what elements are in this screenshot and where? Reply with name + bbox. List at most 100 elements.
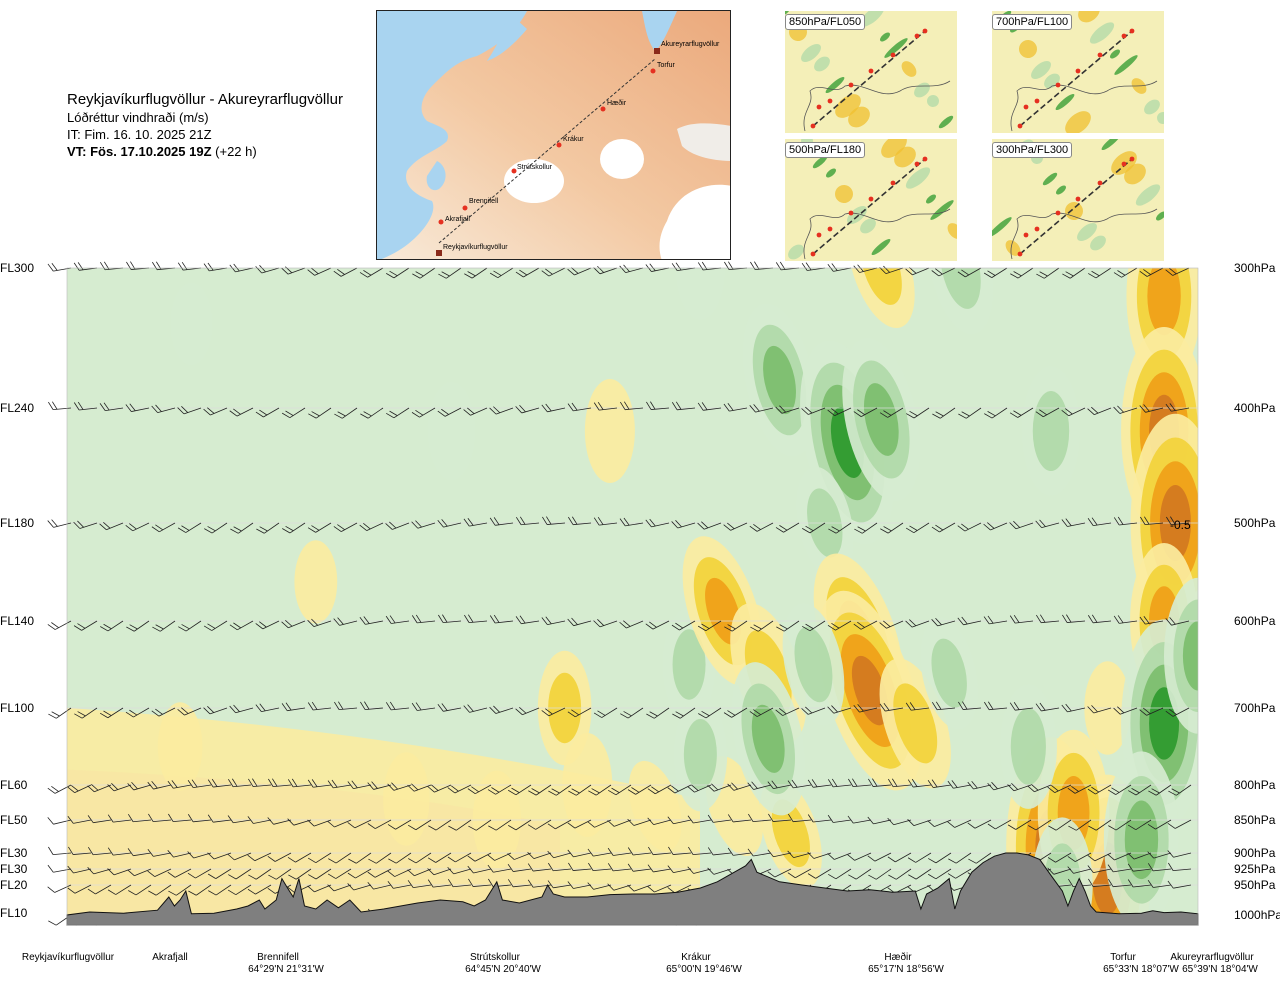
barb-flag [906,413,915,419]
wind-barb [287,778,312,788]
barb-flag [753,523,761,530]
barb-shaft [131,407,150,412]
mini-cell [788,244,804,260]
barb-flag [411,521,419,529]
barb-shaft [703,267,722,271]
barb-flag [909,619,917,627]
barb-flag [971,780,978,789]
route-title: Reykjavíkurflugvöllur - Akureyrarflugvöl… [67,91,343,108]
barb-flag [1067,856,1076,862]
wind-barb [541,707,566,717]
barb-shaft [273,784,292,788]
barb-flag [233,704,240,712]
barb-shaft [783,620,800,632]
wind-barb [227,884,252,896]
field-cell [1149,687,1180,760]
barb-flag [337,524,345,531]
wind-barb [888,868,912,880]
barb-flag [415,271,424,277]
barb-shaft [535,819,552,830]
wind-barb [47,263,72,272]
wind-barb [73,620,98,631]
mini-cell [1135,184,1161,206]
barb-shaft [1093,707,1112,714]
barb-flag [935,617,942,626]
barb-shaft [1067,707,1086,713]
barb-flag [1039,519,1046,527]
wind-barb [412,267,436,279]
wind-barb [255,620,280,630]
mini-station [1055,82,1061,88]
barb-flag [1107,853,1115,861]
barb-flag [73,625,82,631]
barb-flag [727,624,736,630]
wind-barb [507,784,532,796]
barb-flag [1167,822,1176,829]
barb-flag [48,920,57,926]
wind-barb [282,522,306,534]
barb-flag [389,701,396,710]
barb-flag [548,790,557,796]
mini-map-850[interactable]: 850hPa/FL050 [785,11,957,133]
barb-shaft [183,267,202,271]
barb-flag [962,701,968,710]
wind-barb [807,814,832,823]
wind-barb [905,267,930,276]
mini-cell [1110,49,1120,59]
barb-flag [788,813,794,822]
barb-shaft [211,522,228,534]
barb-flag [987,823,996,830]
wind-barb [367,819,392,829]
barb-shaft [833,267,852,272]
wind-barb [847,815,872,824]
wind-barb [827,778,852,788]
wind-barb [767,868,792,878]
wind-barb [1061,703,1086,713]
barb-flag [1170,516,1176,525]
barb-flag [905,268,913,276]
wind-barb [1067,852,1092,862]
barb-shaft [859,707,878,713]
route-line [438,58,656,244]
barb-shaft [253,819,272,824]
barb-shaft [653,868,672,873]
barb-flag [207,526,216,532]
wind-barb [567,819,592,829]
wind-barb [207,778,232,788]
wind-barb [947,819,972,828]
hpa-tick-label: 950hPa [1234,878,1276,892]
mini-map-700[interactable]: 700hPa/FL100 [992,11,1164,133]
barb-flag [527,879,534,888]
barb-shaft [783,522,800,533]
wind-barb [527,819,552,830]
barb-shaft [705,620,722,632]
wind-barb [74,707,98,719]
wind-barb [147,849,172,857]
barb-flag [607,863,614,872]
wind-barb [723,522,748,531]
wind-barb [127,781,152,791]
barb-shaft [1115,819,1132,831]
barb-flag [1108,878,1114,887]
barb-flag [880,528,889,534]
wind-barb [411,520,436,529]
barb-flag [853,265,860,273]
wind-barb [567,617,592,627]
barb-flag [828,873,837,880]
wind-barb [947,868,972,879]
barb-flag [129,403,136,412]
barb-flag [228,874,237,880]
mini-cell [847,206,867,224]
wind-barb [767,849,792,858]
barb-flag [1013,702,1020,710]
wind-barb [607,819,632,827]
barb-shaft [835,620,852,631]
barb-flag [620,401,626,410]
barb-shaft [93,819,112,824]
mini-map-300[interactable]: 300hPa/FL300 [992,139,1164,261]
mini-map-500[interactable]: 500hPa/FL180 [785,139,957,261]
barb-flag [51,711,60,717]
wind-barb [928,852,952,864]
wind-barb [607,784,632,796]
wind-barb [327,868,352,879]
